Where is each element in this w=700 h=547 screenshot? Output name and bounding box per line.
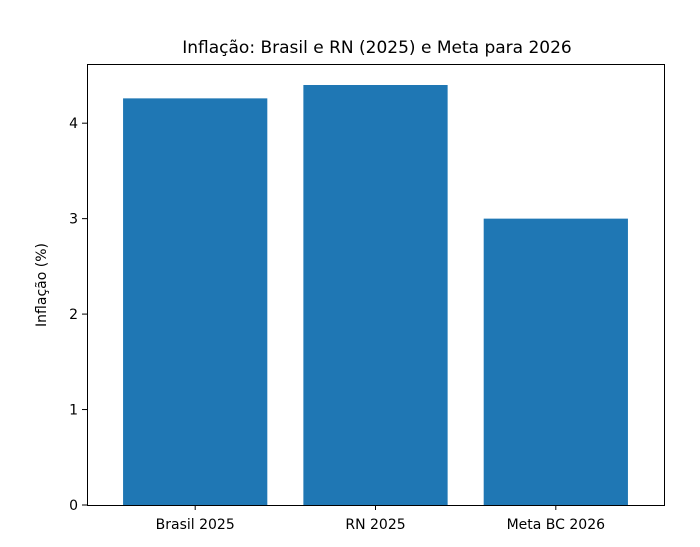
y-tick-label: 2 <box>69 307 78 323</box>
y-tick-label: 0 <box>69 498 78 514</box>
x-tick-label: Brasil 2025 <box>156 517 235 533</box>
x-axis-ticks: Brasil 2025 RN 2025 Meta BC 2026 <box>156 505 605 533</box>
x-tick-label: Meta BC 2026 <box>507 517 606 533</box>
y-axis-ticks: 0 1 2 3 4 <box>69 116 87 514</box>
x-tick-label: RN 2025 <box>345 517 405 533</box>
y-tick-label: 3 <box>69 212 78 228</box>
plot-frame <box>87 64 665 506</box>
bar-0 <box>123 98 268 505</box>
y-axis-label: Inflação (%) <box>34 243 50 327</box>
bar-2 <box>483 218 628 506</box>
bar-1 <box>303 85 448 505</box>
chart-title: Inflação: Brasil e RN (2025) e Meta para… <box>182 38 571 58</box>
bars-group <box>123 85 628 506</box>
y-tick-label: 1 <box>69 403 78 419</box>
y-tick-label: 4 <box>69 116 78 132</box>
